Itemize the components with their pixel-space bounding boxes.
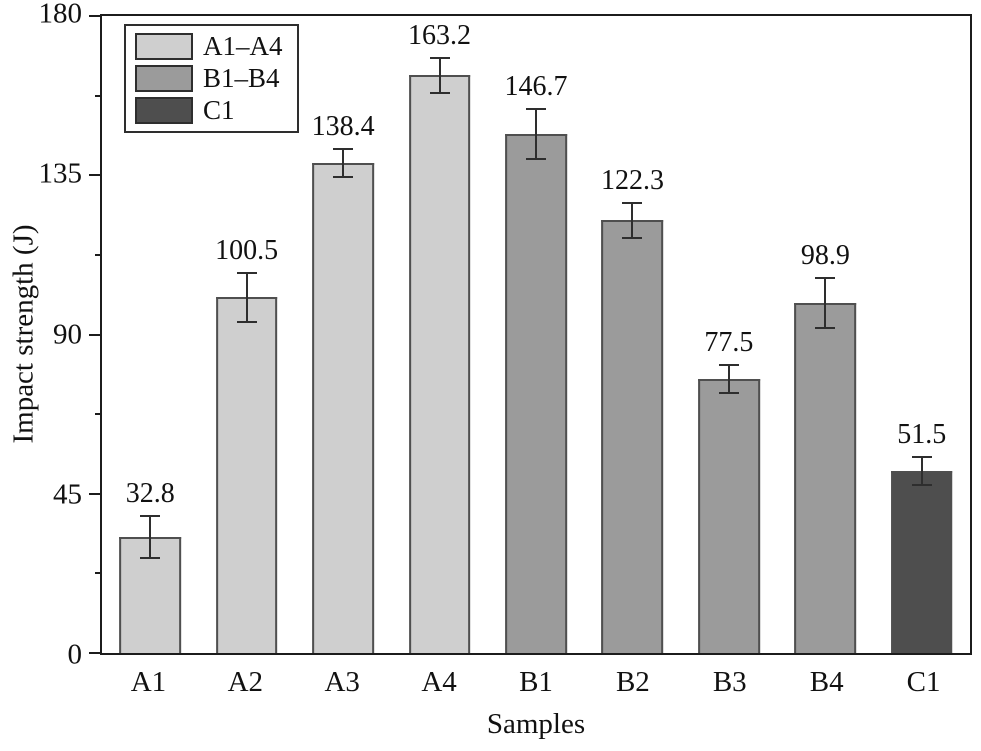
y-minor-tick-22.5 <box>95 572 102 575</box>
y-tick-label-180: 180 <box>38 0 83 30</box>
value-label-B4: 98.9 <box>800 240 850 272</box>
x-axis-tick-labels: A1 A2 A3 A4 B1 B2 B3 B4 C1 <box>100 664 972 700</box>
y-tick-label-90: 90 <box>53 318 82 350</box>
error-cap-top-A4 <box>429 56 450 59</box>
error-cap-bottom-C1 <box>911 483 932 486</box>
error-cap-bottom-B4 <box>815 326 836 329</box>
legend: A1–A4 B1–B4 C1 <box>124 24 299 133</box>
error-cap-bottom-A4 <box>429 92 450 95</box>
error-cap-bottom-B3 <box>718 391 739 394</box>
value-label-A1: 32.8 <box>125 477 175 509</box>
error-bar-A1 <box>149 515 152 559</box>
error-bar-B3 <box>727 364 730 393</box>
error-bar-B2 <box>631 202 634 238</box>
error-bar-C1 <box>920 456 923 485</box>
x-tick-label-B4: B4 <box>809 666 844 698</box>
value-label-A4: 163.2 <box>408 19 472 51</box>
y-tick-90 <box>89 333 102 336</box>
value-label-A2: 100.5 <box>215 234 279 266</box>
y-axis-tick-labels: 0 45 90 135 180 <box>0 0 83 669</box>
x-tick-label-A3: A3 <box>324 666 360 698</box>
error-bar-A2 <box>245 272 248 323</box>
value-label-C1: 51.5 <box>897 418 947 450</box>
legend-label-c: C1 <box>203 95 235 125</box>
x-tick-label-A1: A1 <box>130 666 167 698</box>
x-tick-label-B1: B1 <box>519 666 553 698</box>
error-cap-top-B1 <box>525 108 546 111</box>
error-cap-bottom-A2 <box>236 321 257 324</box>
error-cap-bottom-B2 <box>622 236 643 239</box>
error-cap-top-C1 <box>911 455 932 458</box>
bar-A4 <box>408 75 471 653</box>
error-cap-top-A2 <box>236 271 257 274</box>
value-label-B3: 77.5 <box>704 326 754 358</box>
x-tick-label-B3: B3 <box>712 666 747 698</box>
y-tick-label-0: 0 <box>67 638 83 671</box>
error-bar-A3 <box>342 149 345 178</box>
error-cap-bottom-A1 <box>140 557 161 560</box>
error-cap-top-B4 <box>815 277 836 280</box>
bar-B4 <box>794 303 857 653</box>
error-cap-top-A1 <box>140 514 161 517</box>
legend-swatch-c <box>135 97 193 124</box>
bar-B3 <box>698 378 760 653</box>
error-cap-bottom-A3 <box>333 176 354 179</box>
y-tick-label-45: 45 <box>53 478 82 511</box>
y-minor-tick-67.5 <box>95 413 102 416</box>
bar-slot-A1: 32.8 <box>102 16 198 653</box>
bar-A3 <box>312 163 374 653</box>
legend-label-b: B1–B4 <box>203 63 280 93</box>
x-tick-label-B2: B2 <box>615 666 650 698</box>
legend-row-c: C1 <box>135 97 283 124</box>
bar-slot-B1: 146.7 <box>488 16 584 653</box>
error-cap-top-A3 <box>333 148 354 151</box>
bar-B1 <box>505 133 567 653</box>
error-bar-B4 <box>824 278 827 328</box>
bar-C1 <box>890 470 953 653</box>
bar-slot-C1: 51.5 <box>874 16 970 653</box>
y-tick-45 <box>89 492 102 495</box>
bar-slot-A4: 163.2 <box>391 16 487 653</box>
legend-label-a: A1–A4 <box>203 31 283 61</box>
x-tick-label-A4: A4 <box>421 666 457 698</box>
x-axis-title: Samples <box>486 708 586 740</box>
legend-swatch-a <box>135 33 193 60</box>
error-cap-top-B2 <box>622 201 643 204</box>
x-tick-label-C1: C1 <box>906 666 941 698</box>
bar-slot-B3: 77.5 <box>681 16 777 653</box>
bar-slot-A2: 100.5 <box>198 16 294 653</box>
bar-slot-A3: 138.4 <box>295 16 391 653</box>
value-label-B1: 146.7 <box>504 71 568 103</box>
value-label-A3: 138.4 <box>311 111 375 143</box>
bar-A2 <box>215 297 278 653</box>
bar-B2 <box>601 220 664 653</box>
y-axis-tick-marks <box>89 15 102 654</box>
error-cap-top-B3 <box>718 363 739 366</box>
legend-row-a: A1–A4 <box>135 33 283 60</box>
y-minor-tick-112.5 <box>95 253 102 256</box>
legend-swatch-b <box>135 65 193 92</box>
y-tick-180 <box>89 15 102 17</box>
x-tick-label-A2: A2 <box>227 666 264 698</box>
y-tick-label-135: 135 <box>38 157 83 190</box>
y-minor-tick-157.5 <box>95 94 102 97</box>
y-tick-135 <box>89 174 102 177</box>
plot-area: A1–A4 B1–B4 C1 32.8 100.5 138.4 163.2 146.7 1… <box>89 14 972 655</box>
value-label-B2: 122.3 <box>600 164 664 196</box>
error-bar-A4 <box>438 57 441 94</box>
error-cap-bottom-B1 <box>525 157 546 160</box>
bar-slot-B2: 122.3 <box>584 16 680 653</box>
legend-row-b: B1–B4 <box>135 65 283 92</box>
error-bar-B1 <box>534 109 537 159</box>
bar-slot-B4: 98.9 <box>777 16 873 653</box>
y-tick-0 <box>89 652 102 654</box>
